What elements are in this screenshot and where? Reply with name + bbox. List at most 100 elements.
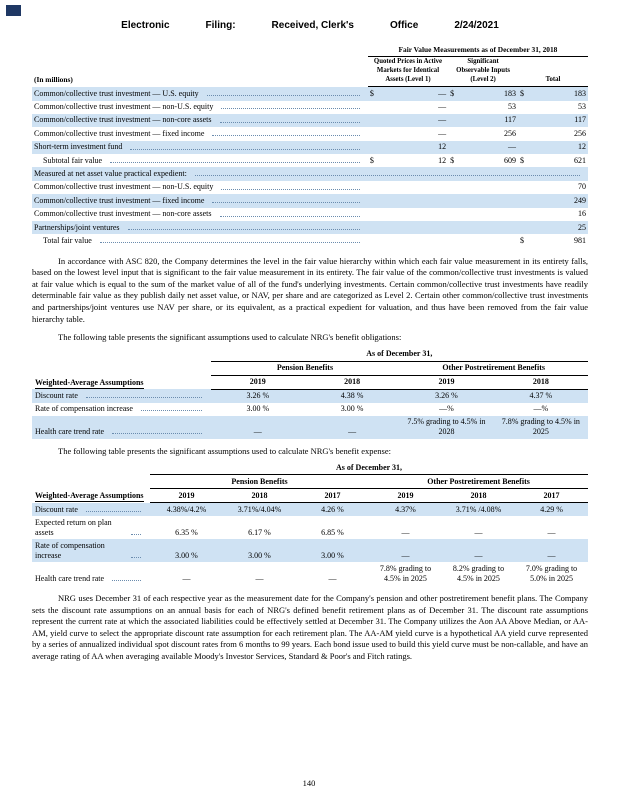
cell-value: — — [182, 573, 191, 583]
dot-leader — [206, 95, 360, 96]
row-label: Partnerships/joint ventures — [34, 222, 120, 232]
cell-value: 256 — [574, 128, 586, 138]
cell-value: 8.2% grading to 4.5% in 2025 — [452, 563, 505, 583]
table-row: Short-term investment fund 12 — 12 — [32, 140, 588, 155]
dot-leader — [112, 579, 141, 581]
cell-value: — — [401, 527, 410, 537]
in-millions-label: (In millions) — [34, 75, 73, 85]
dot-leader — [110, 161, 360, 163]
cell-value: 6.35 % — [175, 527, 198, 537]
cell-value: 70 — [578, 182, 586, 192]
cell-value: — — [547, 550, 556, 560]
cell-label: Total fair value — [32, 234, 368, 247]
cell-value: 12 — [438, 155, 447, 165]
row-label: Health care trend rate — [35, 427, 105, 437]
cell-value: 3.00 % — [175, 550, 198, 560]
cell-value: — — [255, 573, 264, 583]
cell-dollar — [518, 141, 532, 154]
cell-value — [462, 181, 518, 194]
cell-label: Health care trend rate — [32, 562, 150, 585]
filing-header: Electronic Filing: Received, Clerk's Off… — [32, 20, 588, 31]
group-header-pension: Pension Benefits — [150, 474, 369, 490]
cell-dollar — [368, 221, 382, 234]
dot-leader — [221, 108, 360, 110]
cell-label: Common/collective trust investment — fix… — [32, 127, 368, 140]
cell-value: 16 — [578, 209, 586, 219]
cell-value: — — [508, 142, 517, 152]
cell-dollar — [448, 101, 462, 114]
table-caption-row: Fair Value Measurements as of December 3… — [32, 43, 588, 57]
cell-dollar — [518, 127, 532, 140]
cell-value: 12 — [578, 142, 586, 152]
cell-label: Common/collective trust investment — fix… — [32, 194, 368, 207]
cell-value: 4.29 % — [540, 504, 563, 514]
cell-value — [462, 194, 518, 207]
year-header: 2019 — [369, 488, 442, 504]
group-header-opeb: Other Postretirement Benefits — [369, 474, 589, 490]
cell-dollar — [368, 127, 382, 140]
row-label: Subtotal fair value — [43, 155, 103, 165]
obligations-table-intro: The following table presents the signifi… — [58, 332, 402, 343]
cell-dollar — [448, 141, 462, 154]
cell-label: Subtotal fair value — [32, 154, 368, 167]
cell-dollar — [518, 114, 532, 127]
cell-value: 3.00 % — [340, 404, 364, 414]
cell-label: Discount rate — [32, 389, 211, 403]
weighted-average-header: Weighted-Average Assumptions — [32, 375, 211, 389]
cell-dollar — [368, 208, 382, 221]
cell-dollar: $ — [369, 88, 374, 98]
weighted-average-label: Weighted-Average Assumptions — [35, 491, 144, 503]
year-header: 2018 — [493, 375, 588, 390]
cell-value: 981 — [574, 235, 586, 245]
cell-value: — — [348, 427, 357, 437]
cell-dollar: $ — [520, 235, 525, 245]
cell-label: Common/collective trust investment — non… — [32, 208, 368, 221]
cell-value: — — [328, 573, 337, 583]
group-header-pension: Pension Benefits — [210, 361, 400, 376]
cell-dollar — [448, 114, 462, 127]
cell-dollar — [368, 114, 382, 127]
cell-value: 3.71% /4.08% — [455, 504, 502, 514]
row-label: Total fair value — [43, 235, 92, 245]
cell-value: 25 — [578, 222, 586, 232]
cell-dollar — [448, 181, 462, 194]
cell-value: 3.00 % — [248, 550, 271, 560]
dot-leader — [219, 121, 360, 123]
cell-value: 256 — [504, 128, 517, 138]
cell-dollar — [448, 194, 462, 207]
dot-leader — [140, 410, 202, 412]
row-label: Short-term investment fund — [34, 142, 123, 152]
table-row: Discount rate 4.38%/4.2% 3.71%/4.04% 4.2… — [32, 502, 589, 517]
row-label: Discount rate — [35, 504, 78, 514]
cell-value: 6.17 % — [248, 527, 271, 537]
cell-value: 117 — [504, 115, 517, 125]
cell-value — [381, 221, 448, 234]
year-header: 2018 — [223, 488, 296, 504]
table-row-total: Total fair value $ 981 — [32, 234, 588, 247]
filing-header-word: Electronic — [121, 20, 170, 31]
cell-value: 53 — [508, 102, 517, 111]
cell-label: Rate of compensation increase — [32, 539, 150, 562]
row-label: Common/collective trust investment — U.S… — [34, 88, 199, 98]
table-row: Rate of compensation increase 3.00 % 3.0… — [32, 403, 588, 416]
dot-leader — [212, 135, 360, 137]
dot-leader — [112, 433, 202, 435]
year-header: 2017 — [515, 488, 589, 504]
cell-value: 4.37 % — [529, 391, 553, 401]
filing-header-word: Office — [389, 20, 419, 31]
table-row: Partnerships/joint ventures 25 — [32, 221, 588, 235]
cell-label: Partnerships/joint ventures — [32, 221, 368, 234]
year-header: 2019 — [399, 375, 494, 390]
as-of-header: As of December 31, — [150, 461, 589, 476]
weighted-average-header: Weighted-Average Assumptions — [32, 489, 150, 503]
cell-dollar — [518, 208, 532, 221]
cell-label: Common/collective trust investment — U.S… — [32, 87, 368, 101]
table-row: Rate of compensation increase 3.00 % 3.0… — [32, 539, 589, 563]
cell-value — [462, 221, 518, 234]
row-label: Common/collective trust investment — fix… — [34, 195, 205, 205]
cell-value: 4.38 % — [340, 391, 364, 401]
cell-dollar — [368, 234, 382, 247]
row-label: Common/collective trust investment — non… — [34, 102, 214, 111]
cell-value: 7.5% grading to 4.5% in 2028 — [407, 417, 486, 437]
cell-value: — — [253, 427, 262, 437]
